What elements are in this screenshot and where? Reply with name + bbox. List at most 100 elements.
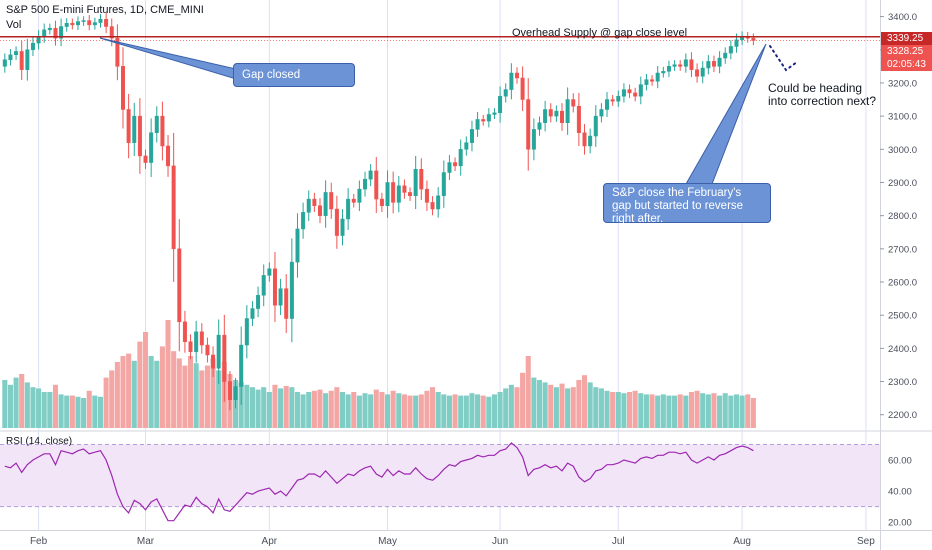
volume-bar <box>379 392 385 428</box>
volume-bar <box>514 387 520 428</box>
candle-body <box>616 95 621 102</box>
rsi-line <box>4 442 754 522</box>
candle-body <box>408 192 413 197</box>
candle-body <box>14 51 19 55</box>
candle-body <box>537 122 542 130</box>
volume-bar <box>41 392 47 428</box>
volume-bar <box>30 387 36 428</box>
rsi-band <box>0 444 880 507</box>
volume-bar <box>165 320 171 428</box>
volume-bar <box>469 393 475 428</box>
candle-body <box>650 79 655 82</box>
volume-bar <box>120 356 126 428</box>
candle-body <box>30 42 35 51</box>
rsi-tick-label: 20.00 <box>888 518 912 529</box>
candle-body <box>430 202 435 210</box>
volume-bar <box>204 365 210 428</box>
candle-body <box>70 22 75 26</box>
volume-bar <box>97 396 104 428</box>
candle-body <box>160 115 165 147</box>
candle-body <box>441 172 446 197</box>
projection-path <box>769 45 798 72</box>
candle-body <box>256 295 261 309</box>
candle-body <box>481 119 486 122</box>
volume-bar <box>58 394 64 428</box>
candle-body <box>711 61 716 67</box>
volume-bar <box>142 332 149 428</box>
volume-bar <box>570 387 576 428</box>
volume-bar <box>328 390 334 428</box>
volume-bar <box>610 392 616 428</box>
volume-bar <box>86 390 92 428</box>
candle-body <box>385 182 390 206</box>
candle-body <box>126 109 131 143</box>
price-tick-label: 2800.0 <box>888 211 917 222</box>
candle-body <box>312 198 317 206</box>
volume-bar <box>407 395 413 428</box>
volume-bar <box>508 384 514 428</box>
plot-area <box>0 0 880 530</box>
candle-body <box>379 198 384 206</box>
candle-body <box>498 95 503 114</box>
candle-body <box>458 149 463 167</box>
candle-body <box>301 212 306 230</box>
candle-body <box>47 27 52 31</box>
volume-bar <box>7 384 13 428</box>
volume-bar <box>311 390 317 428</box>
volume-bar <box>362 393 368 428</box>
volume-bar <box>677 394 683 428</box>
time-tick-label: Apr <box>262 536 278 547</box>
volume-bar <box>244 384 250 428</box>
candle-body <box>239 344 244 387</box>
candle-body <box>250 308 255 319</box>
candle-body <box>357 188 362 203</box>
volume-bar <box>109 370 115 428</box>
candle-body <box>683 59 688 67</box>
candle-body <box>171 165 176 250</box>
price-tick-label: 2700.0 <box>888 244 917 255</box>
candle-body <box>486 114 491 122</box>
price-tick-label: 2600.0 <box>888 278 917 289</box>
price-tick-label: 2400.0 <box>888 344 917 355</box>
volume-bar <box>525 356 531 428</box>
overhead-supply-label: Overhead Supply @ gap close level <box>512 27 688 39</box>
volume-bar <box>345 394 351 428</box>
candle-body <box>402 185 407 193</box>
candle-body <box>678 64 683 67</box>
volume-label: Vol <box>6 19 22 31</box>
candle-body <box>227 381 232 401</box>
volume-bar <box>627 392 633 428</box>
volume-bar <box>430 387 436 428</box>
volume-bar <box>323 393 329 428</box>
candle-body <box>526 99 531 150</box>
volume-bar <box>261 387 267 428</box>
volume-bar <box>418 394 424 428</box>
volume-bar <box>604 390 610 428</box>
candle-body <box>222 334 227 382</box>
candle-body <box>576 105 581 133</box>
candle-body <box>723 52 728 59</box>
volume-bar <box>452 394 458 428</box>
volume-bar <box>176 358 182 428</box>
volume-bar <box>47 392 53 428</box>
candle-body <box>143 155 148 163</box>
volume-bar <box>81 398 87 428</box>
candle-body <box>464 142 469 150</box>
candle-body <box>199 331 204 346</box>
candle-body <box>543 109 548 124</box>
volume-bar <box>700 393 706 428</box>
volume-bar <box>137 341 143 428</box>
candle-body <box>149 132 154 163</box>
volume-bar <box>154 360 160 428</box>
candle-body <box>19 51 24 70</box>
volume-bar <box>705 394 711 428</box>
volume-bar <box>565 388 571 428</box>
candle-body <box>469 129 474 143</box>
candle-body <box>638 84 643 97</box>
volume-bar <box>536 380 543 428</box>
volume-bar <box>356 395 362 428</box>
candle-body <box>475 119 480 130</box>
volume-bar <box>199 370 205 428</box>
candle-body <box>351 198 356 203</box>
